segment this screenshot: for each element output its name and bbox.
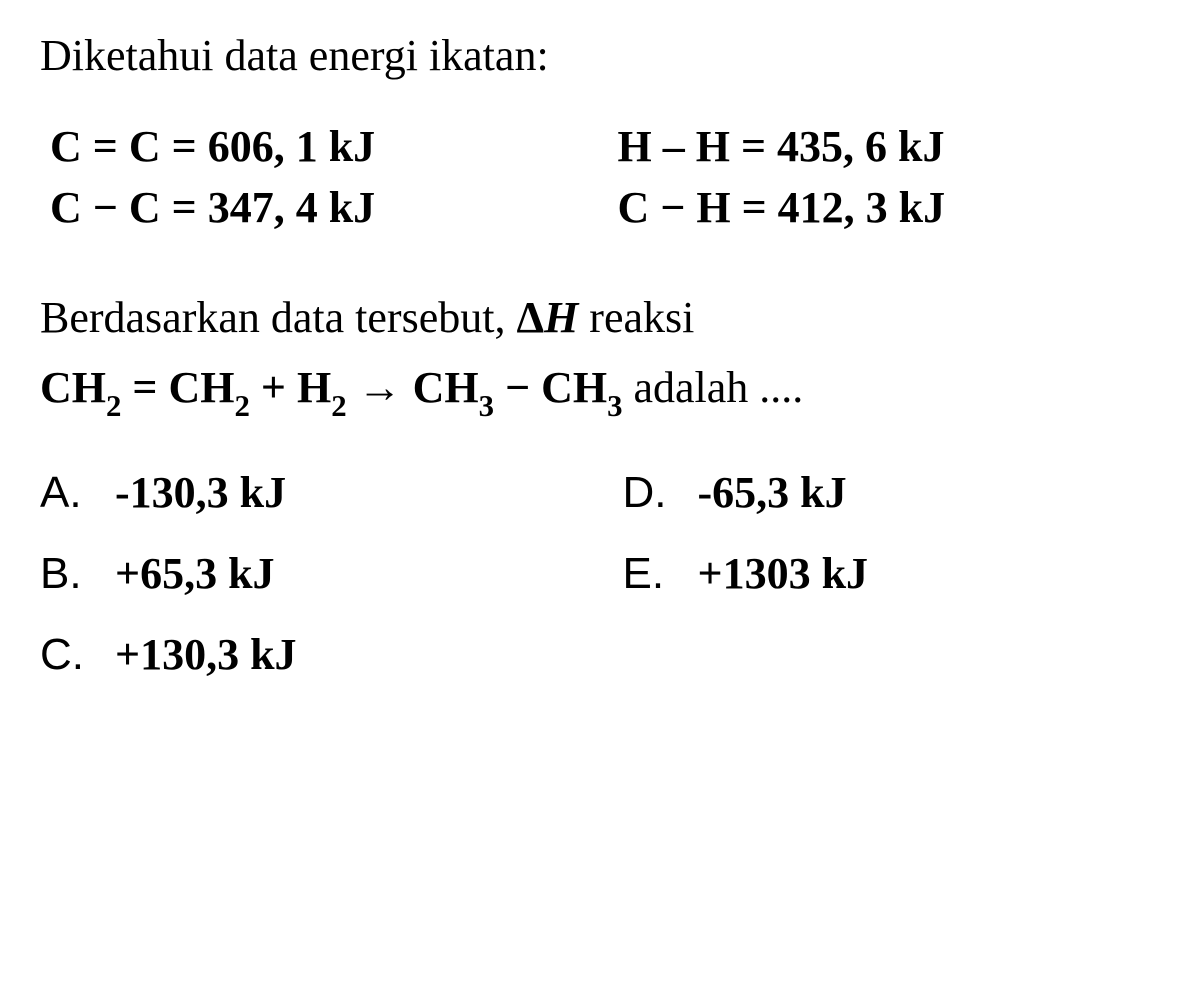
- eq-part2: = CH: [121, 363, 234, 412]
- option-text-e: +1303 kJ: [698, 548, 869, 599]
- eq-sub3-b: 3: [607, 389, 622, 423]
- bond-h-h: H – H = 435, 6 kJ: [618, 121, 1146, 172]
- option-letter-a: A.: [40, 468, 90, 518]
- option-text-c: +130,3 kJ: [115, 629, 297, 680]
- option-text-a: -130,3 kJ: [115, 467, 286, 518]
- eq-part5: − CH: [494, 363, 607, 412]
- eq-sub2-a: 2: [106, 389, 121, 423]
- option-text-b: +65,3 kJ: [115, 548, 275, 599]
- option-letter-d: D.: [623, 468, 673, 518]
- question-line1-prefix: Berdasarkan data tersebut,: [40, 293, 516, 342]
- question-line2-suffix: adalah ....: [622, 363, 803, 412]
- eq-sub2-c: 2: [331, 389, 346, 423]
- delta-symbol: Δ: [516, 293, 544, 342]
- eq-sub2-b: 2: [234, 389, 249, 423]
- eq-sub3-a: 3: [479, 389, 494, 423]
- option-letter-c: C.: [40, 630, 90, 680]
- option-letter-b: B.: [40, 549, 90, 599]
- bond-c-h: C − H = 412, 3 kJ: [618, 182, 1146, 233]
- option-d[interactable]: D. -65,3 kJ: [623, 467, 1146, 518]
- eq-ch2-1: CH: [40, 363, 106, 412]
- option-a[interactable]: A. -130,3 kJ: [40, 467, 563, 518]
- bond-c-c: C − C = 347, 4 kJ: [50, 182, 578, 233]
- option-c[interactable]: C. +130,3 kJ: [40, 629, 563, 680]
- bond-c-double-c: C = C = 606, 1 kJ: [50, 121, 578, 172]
- h-variable: H: [544, 293, 578, 342]
- option-text-d: -65,3 kJ: [698, 467, 847, 518]
- answer-options: A. -130,3 kJ D. -65,3 kJ B. +65,3 kJ E. …: [40, 467, 1145, 680]
- option-letter-e: E.: [623, 549, 673, 599]
- option-e[interactable]: E. +1303 kJ: [623, 548, 1146, 599]
- bond-energy-data: C = C = 606, 1 kJ H – H = 435, 6 kJ C − …: [40, 121, 1145, 233]
- question-title: Diketahui data energi ikatan:: [40, 30, 1145, 81]
- option-b[interactable]: B. +65,3 kJ: [40, 548, 563, 599]
- question-line1-suffix: reaksi: [578, 293, 694, 342]
- question-body: Berdasarkan data tersebut, ΔH reaksi CH2…: [40, 283, 1145, 427]
- eq-part4: → CH: [347, 363, 479, 412]
- eq-part3: + H: [250, 363, 331, 412]
